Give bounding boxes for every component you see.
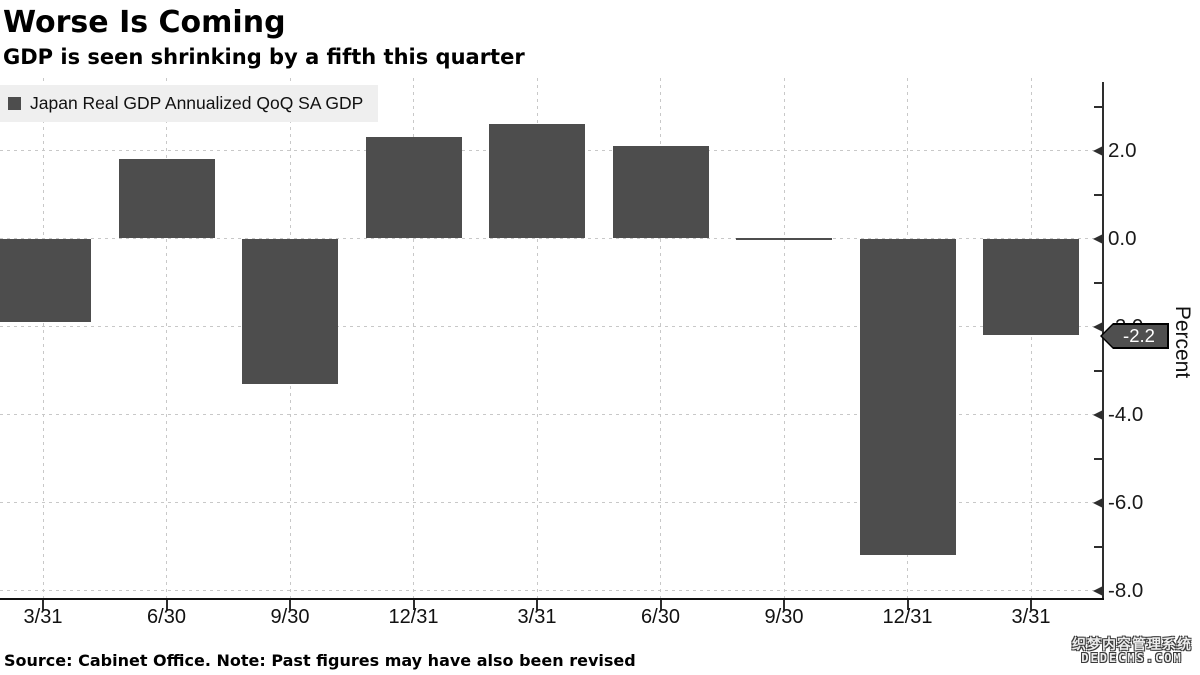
x-tick-label: 12/31 [882,606,933,628]
y-axis-spine [1102,82,1104,600]
v-gridline [536,78,538,599]
y-major-tick-arrow [1093,321,1103,332]
v-gridline [783,78,785,599]
bar [983,238,1079,336]
y-minor-tick [1094,193,1103,196]
y-minor-tick [1094,457,1103,460]
x-tick-label: 3/31 [517,606,557,628]
v-gridline [42,78,44,599]
bar [736,237,832,240]
last-value-badge-text: -2.2 [1102,325,1167,347]
y-minor-tick [1094,281,1103,284]
last-value-badge: -2.2 [1100,323,1169,349]
y-minor-tick [1094,369,1103,372]
watermark-line1: 织梦内容管理系统 [1072,636,1192,652]
x-tick-label: 3/31 [1011,606,1051,628]
x-tick [783,599,785,610]
x-tick [659,599,662,610]
v-gridline [413,78,414,599]
bar [365,137,462,239]
x-tick [536,599,538,610]
y-minor-tick [1094,545,1103,548]
h-gridline [0,414,1103,415]
x-tick [289,599,291,610]
plot-area [0,78,1103,599]
h-gridline [0,238,1103,239]
x-tick-label: 3/31 [23,606,63,628]
y-tick-label: 0.0 [1108,226,1137,250]
y-minor-tick [1094,105,1103,108]
y-major-tick-arrow [1093,585,1103,596]
x-tick-label: 12/31 [388,606,439,628]
v-gridline [660,78,661,599]
page-title: Worse Is Coming [3,5,286,40]
legend: Japan Real GDP Annualized QoQ SA GDP [0,85,379,122]
v-gridline [166,78,167,599]
bar [0,238,91,323]
bar [118,159,215,239]
h-gridline [0,502,1103,503]
watermark: 织梦内容管理系统 DEDECMS.COM [1072,636,1192,666]
source-note: Source: Cabinet Office. Note: Past figur… [4,651,636,670]
y-major-tick-arrow [1093,409,1103,420]
legend-swatch-icon [8,97,21,110]
bar [859,238,956,556]
x-tick [1030,599,1032,610]
watermark-line2: DEDECMS.COM [1081,651,1183,666]
h-gridline [0,590,1103,591]
x-tick [165,599,168,610]
y-major-tick-arrow [1093,497,1103,508]
legend-label: Japan Real GDP Annualized QoQ SA GDP [30,93,364,113]
y-tick-label: -8.0 [1108,578,1144,602]
chart-subtitle: GDP is seen shrinking by a fifth this qu… [3,45,525,69]
y-axis-title: Percent [1171,305,1194,379]
y-tick-label: -6.0 [1108,490,1144,514]
x-tick [412,599,415,610]
y-major-tick-arrow [1093,233,1103,244]
x-axis-line [0,598,1104,600]
x-tick-label: 9/30 [270,606,310,628]
x-tick [42,599,44,610]
bar [489,124,585,239]
y-tick-label: 2.0 [1108,138,1137,162]
x-tick-label: 9/30 [764,606,804,628]
h-gridline [0,326,1103,327]
y-major-tick-arrow [1093,145,1103,156]
bar [242,238,338,384]
y-tick-label: -4.0 [1108,402,1144,426]
x-tick-label: 6/30 [147,606,186,628]
v-gridline [1030,78,1032,599]
bar [612,146,709,239]
x-tick-label: 6/30 [641,606,680,628]
x-tick [906,599,909,610]
